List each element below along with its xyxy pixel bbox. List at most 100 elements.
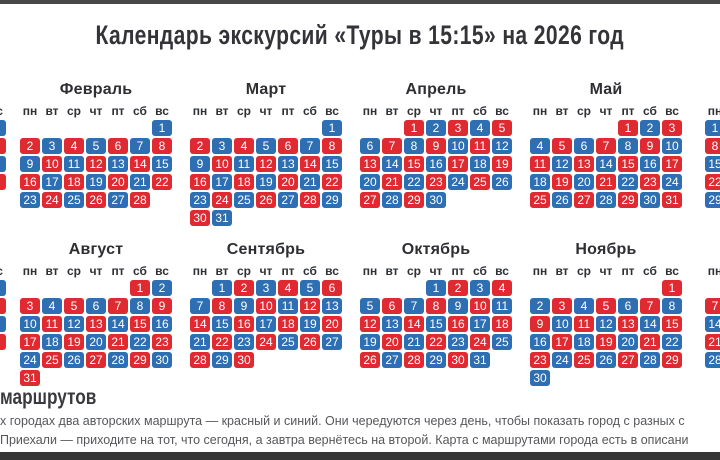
day-cell: 11 [470, 138, 490, 154]
month-grid [0, 280, 6, 350]
day-cell: 29 [662, 352, 682, 368]
day-cell: 11 [574, 316, 594, 332]
day-cell: 16 [530, 334, 550, 350]
month-april: Апрель пн вт ср чт пт сб вс 1 2 3 4 5 6 7 8 9 10 11 12 13 14 1… [360, 80, 512, 208]
day-cell: 28 [640, 352, 660, 368]
july-partial-column: вс [0, 240, 6, 350]
day-cell [0, 316, 6, 332]
day-cell: 2 [152, 280, 172, 296]
month-grid: 1 2 3 4 5 6 7 8 9 10 11 12 13 14 15 16 17 18 19 20 21 22 23 24 2… [360, 280, 512, 368]
day-cell: 6 [86, 298, 106, 314]
day-cell: 27 [322, 334, 342, 350]
day-cell: 8 [705, 138, 720, 154]
day-cell: 31 [662, 192, 682, 208]
day-cell: 17 [662, 156, 682, 172]
day-cell: 29 [322, 192, 342, 208]
day-cell: 24 [470, 334, 490, 350]
day-cell: 8 [404, 138, 424, 154]
day-cell: 8 [618, 138, 638, 154]
day-cell: 20 [86, 334, 106, 350]
month-october: Октябрь пн вт ср чт пт сб вс 1 2 3 4 5 6 7 8 9 10 11 12 13 14… [360, 240, 512, 368]
day-cell: 30 [426, 192, 446, 208]
day-cell: 26 [492, 174, 512, 190]
day-cell: 5 [86, 138, 106, 154]
day-cell: 7 [108, 298, 128, 314]
day-cell: 12 [300, 298, 320, 314]
page-title-text: Календарь экскурсий «Туры в 15:15» на 20… [95, 20, 625, 50]
day-cell: 1 [618, 120, 638, 136]
day-cell: 12 [86, 156, 106, 172]
day-cell: 15 [404, 156, 424, 172]
day-cell: 2 [640, 120, 660, 136]
day-cell: 3 [470, 280, 490, 296]
weekday-label: чт [89, 264, 103, 278]
day-cell: 23 [530, 352, 550, 368]
day-cell: 24 [662, 174, 682, 190]
day-cell: 9 [530, 316, 550, 332]
weekday-label: сб [303, 264, 317, 278]
weekday-label: вт [555, 264, 569, 278]
day-cell: 23 [190, 192, 210, 208]
day-cell: 16 [448, 316, 468, 332]
weekday-header-row: вс [0, 264, 6, 278]
day-cell: 18 [530, 174, 550, 190]
weekday-label: пт [281, 104, 295, 118]
day-cell [0, 138, 6, 154]
day-cell: 11 [492, 298, 512, 314]
month-grid: 1 2 3 4 5 6 7 8 9 10 11 12 13 14 15 16 17 18 19 20 21 22 23 24 2… [530, 120, 682, 208]
day-cell: 23 [234, 334, 254, 350]
weekday-label: пт [451, 104, 465, 118]
day-cell: 16 [152, 316, 172, 332]
day-cell: 16 [640, 156, 660, 172]
day-cell: 30 [448, 352, 468, 368]
weekday-label: ср [576, 104, 591, 118]
footer-section: маршрутов х городах два авторских маршру… [0, 385, 720, 448]
day-cell: 30 [234, 352, 254, 368]
weekday-header-row: вс [0, 104, 6, 118]
day-cell: 18 [470, 156, 490, 172]
weekday-header-row: пн вт ср чт пт сб вс [190, 104, 342, 118]
weekday-label: вт [45, 264, 59, 278]
weekday-label: вс [665, 264, 679, 278]
day-cell: 19 [86, 174, 106, 190]
weekday-label: вс [155, 104, 169, 118]
day-cell: 30 [530, 370, 550, 386]
day-cell: 25 [470, 174, 490, 190]
day-cell: 15 [212, 316, 232, 332]
day-cell: 20 [618, 334, 638, 350]
weekday-label: чт [599, 264, 613, 278]
month-grid [0, 120, 6, 190]
top-letterbox-bar [0, 0, 720, 4]
month-grid: 1 2 3 4 5 6 7 8 9 10 11 12 13 14 15 16 17 18 19 20 21 22 23 24 2… [360, 120, 512, 208]
day-cell [0, 120, 6, 136]
day-cell: 6 [322, 280, 342, 296]
weekday-label: вс [325, 104, 339, 118]
day-cell: 19 [300, 316, 320, 332]
weekday-label: пт [281, 264, 295, 278]
day-cell: 26 [86, 192, 106, 208]
day-cell: 21 [382, 174, 402, 190]
day-cell: 8 [322, 138, 342, 154]
month-february: Февраль пн вт ср чт пт сб вс 1 2 3 4 5 6 7 8 9 10 11 12 13 14… [20, 80, 172, 208]
weekday-label: пн [707, 104, 720, 118]
day-cell: 10 [42, 156, 62, 172]
day-cell: 18 [234, 174, 254, 190]
day-cell: 25 [234, 192, 254, 208]
day-cell: 22 [705, 174, 720, 190]
weekday-label: ср [66, 264, 81, 278]
day-cell: 30 [152, 352, 172, 368]
day-cell: 14 [596, 156, 616, 172]
day-cell: 8 [426, 298, 446, 314]
day-cell: 23 [20, 192, 40, 208]
weekday-label: чт [599, 104, 613, 118]
day-cell: 18 [64, 174, 84, 190]
day-cell: 3 [448, 120, 468, 136]
weekday-label: пн [707, 264, 720, 278]
day-cell: 15 [322, 156, 342, 172]
day-cell: 10 [470, 298, 490, 314]
day-cell: 19 [256, 174, 276, 190]
day-cell: 13 [322, 298, 342, 314]
day-cell: 7 [190, 298, 210, 314]
day-cell: 4 [492, 280, 512, 296]
day-cell: 12 [552, 156, 572, 172]
